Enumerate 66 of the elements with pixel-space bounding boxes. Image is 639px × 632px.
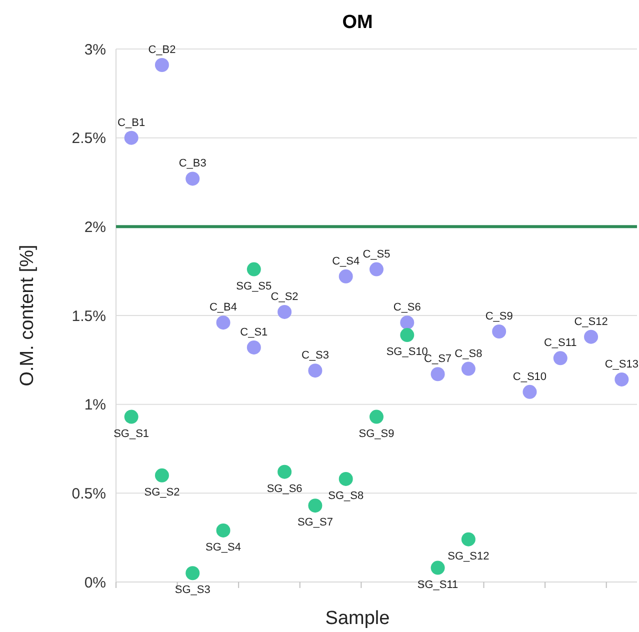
annotation: C_S6 — [393, 302, 421, 314]
point — [278, 304, 292, 319]
annotation: SG_S6 — [266, 482, 302, 495]
point — [461, 362, 476, 376]
annotation: C_S2 — [270, 290, 298, 303]
point — [430, 560, 445, 575]
point — [492, 324, 506, 338]
annotation: C_B1 — [118, 116, 146, 129]
annotation: C_S3 — [301, 350, 329, 362]
point — [584, 330, 598, 344]
point — [338, 472, 353, 486]
point — [186, 172, 200, 186]
point — [370, 262, 384, 276]
point — [430, 367, 445, 382]
annotation: SG_S12 — [448, 550, 490, 562]
annotation: SG_S2 — [144, 486, 180, 498]
point — [246, 340, 261, 354]
y-axis-title: O.M. content [%] — [17, 244, 38, 386]
annotation: SG_S8 — [328, 490, 364, 502]
x-axis-title: Sample — [325, 608, 390, 629]
point — [308, 364, 322, 378]
point — [614, 372, 629, 386]
y-tick-label: 3% — [84, 41, 106, 58]
point — [154, 58, 169, 72]
annotation: SG_S5 — [236, 280, 272, 292]
y-tick-label: 2% — [84, 218, 106, 236]
point — [186, 566, 200, 580]
annotation: C_S10 — [512, 370, 547, 383]
annotation: C_S12 — [574, 316, 608, 328]
point — [308, 498, 322, 513]
point — [154, 468, 169, 482]
annotation: SG_S3 — [174, 584, 210, 596]
point — [400, 328, 414, 342]
annotation: SG_S9 — [358, 428, 394, 440]
annotation: C_S4 — [332, 255, 360, 268]
point — [522, 384, 537, 399]
point — [338, 269, 353, 284]
y-tick-label: 1% — [84, 396, 106, 414]
chart-title: OM — [342, 12, 373, 33]
point — [246, 262, 261, 276]
annotation: C_S8 — [454, 348, 482, 360]
point — [216, 523, 230, 538]
annotation: C_B2 — [148, 44, 176, 56]
annotation: C_S9 — [485, 310, 513, 322]
point — [216, 316, 230, 330]
annotation: SG_S4 — [206, 541, 241, 554]
point — [553, 351, 568, 366]
annotation: C_S13 — [604, 358, 638, 370]
point — [278, 464, 292, 479]
y-tick-label: 0.5% — [72, 485, 106, 502]
annotation: C_S5 — [362, 248, 390, 260]
annotation: SG_S1 — [114, 428, 150, 440]
annotation: C_S1 — [240, 326, 268, 338]
point — [461, 532, 476, 546]
annotation: SG_S11 — [417, 578, 458, 591]
point — [370, 410, 384, 424]
y-tick-label: 2.5% — [72, 130, 106, 148]
annotation: C_B3 — [178, 158, 206, 170]
annotation: C_S11 — [544, 337, 577, 350]
annotation: C_B4 — [210, 302, 238, 314]
y-tick-label: 0% — [84, 574, 106, 592]
point — [124, 410, 138, 424]
point — [124, 130, 138, 145]
annotation: SG_S7 — [297, 516, 333, 529]
point — [400, 316, 414, 330]
y-tick-label: 1.5% — [72, 308, 106, 325]
